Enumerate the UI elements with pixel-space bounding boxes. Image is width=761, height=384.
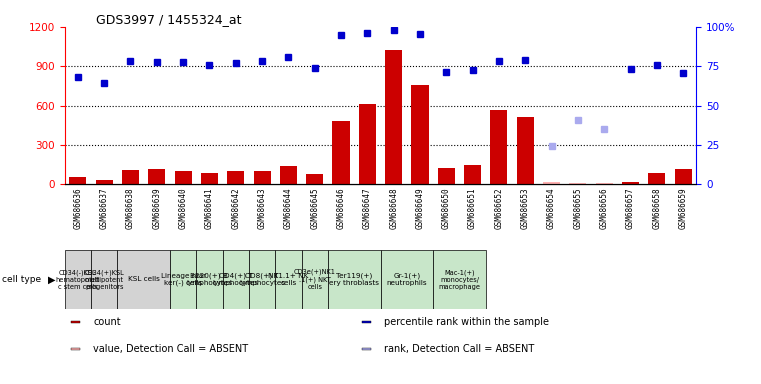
- Text: B220(+) B
lymphocytes: B220(+) B lymphocytes: [186, 273, 233, 286]
- Bar: [122, 170, 139, 184]
- Bar: [65, 250, 91, 309]
- Bar: [361, 321, 371, 323]
- Bar: [96, 180, 113, 184]
- Text: CD3e(+)NK1
.1(+) NKT
cells: CD3e(+)NK1 .1(+) NKT cells: [294, 269, 336, 290]
- Text: ▶: ▶: [48, 274, 56, 285]
- Text: GSM686652: GSM686652: [495, 188, 504, 229]
- Bar: [69, 177, 87, 184]
- Bar: [223, 250, 249, 309]
- Text: CD4(+) T
lymphocytes: CD4(+) T lymphocytes: [212, 273, 259, 286]
- Text: GSM686657: GSM686657: [626, 188, 635, 229]
- Bar: [361, 348, 371, 350]
- Bar: [358, 104, 376, 184]
- Text: Ter119(+)
ery throblasts: Ter119(+) ery throblasts: [330, 273, 379, 286]
- Bar: [648, 172, 665, 184]
- Text: Mac-1(+)
monocytes/
macrophage: Mac-1(+) monocytes/ macrophage: [438, 269, 480, 290]
- Text: GSM686643: GSM686643: [257, 188, 266, 229]
- Bar: [306, 174, 323, 184]
- Bar: [412, 84, 428, 184]
- Bar: [569, 183, 587, 184]
- Text: value, Detection Call = ABSENT: value, Detection Call = ABSENT: [93, 344, 248, 354]
- Bar: [170, 250, 196, 309]
- Bar: [433, 250, 486, 309]
- Bar: [174, 170, 192, 184]
- Text: Gr-1(+)
neutrophils: Gr-1(+) neutrophils: [387, 273, 427, 286]
- Bar: [490, 109, 508, 184]
- Bar: [622, 182, 639, 184]
- Bar: [117, 250, 170, 309]
- Text: GSM686654: GSM686654: [547, 188, 556, 229]
- Text: GSM686642: GSM686642: [231, 188, 240, 229]
- Text: NK1.1+ NK
cells: NK1.1+ NK cells: [268, 273, 308, 286]
- Bar: [333, 121, 349, 184]
- Bar: [91, 250, 117, 309]
- Text: GSM686659: GSM686659: [679, 188, 688, 229]
- Text: GSM686653: GSM686653: [521, 188, 530, 229]
- Bar: [385, 50, 403, 184]
- Text: GSM686638: GSM686638: [126, 188, 135, 229]
- Text: GSM686655: GSM686655: [573, 188, 582, 229]
- Text: GSM686651: GSM686651: [468, 188, 477, 229]
- Bar: [543, 182, 560, 184]
- Text: GSM686640: GSM686640: [179, 188, 188, 229]
- Text: GSM686639: GSM686639: [152, 188, 161, 229]
- Bar: [249, 250, 275, 309]
- Bar: [674, 169, 692, 184]
- Bar: [596, 183, 613, 184]
- Text: GSM686641: GSM686641: [205, 188, 214, 229]
- Bar: [71, 348, 80, 350]
- Text: CD8(+) T
lymphocytes: CD8(+) T lymphocytes: [239, 273, 285, 286]
- Bar: [328, 250, 380, 309]
- Bar: [464, 165, 481, 184]
- Bar: [380, 250, 433, 309]
- Text: GSM686649: GSM686649: [416, 188, 425, 229]
- Bar: [517, 118, 533, 184]
- Bar: [228, 171, 244, 184]
- Text: GSM686650: GSM686650: [442, 188, 451, 229]
- Bar: [280, 166, 297, 184]
- Bar: [301, 250, 328, 309]
- Text: GSM686656: GSM686656: [600, 188, 609, 229]
- Text: GSM686637: GSM686637: [100, 188, 109, 229]
- Text: rank, Detection Call = ABSENT: rank, Detection Call = ABSENT: [384, 344, 534, 354]
- Bar: [148, 169, 165, 184]
- Text: GSM686644: GSM686644: [284, 188, 293, 229]
- Text: CD34(+)KSL
multipotent
progenitors: CD34(+)KSL multipotent progenitors: [84, 269, 125, 290]
- Text: GSM686636: GSM686636: [73, 188, 82, 229]
- Bar: [438, 168, 455, 184]
- Text: percentile rank within the sample: percentile rank within the sample: [384, 317, 549, 327]
- Bar: [201, 172, 218, 184]
- Text: CD34(-)KSL
hematopoieti
c stem cells: CD34(-)KSL hematopoieti c stem cells: [56, 269, 100, 290]
- Text: cell type: cell type: [2, 275, 41, 284]
- Text: GSM686647: GSM686647: [363, 188, 372, 229]
- Text: GSM686658: GSM686658: [652, 188, 661, 229]
- Text: GSM686648: GSM686648: [389, 188, 398, 229]
- Text: Lineage mar
ker(-) cells: Lineage mar ker(-) cells: [161, 273, 205, 286]
- Bar: [253, 170, 271, 184]
- Text: GSM686646: GSM686646: [336, 188, 345, 229]
- Text: GDS3997 / 1455324_at: GDS3997 / 1455324_at: [96, 13, 242, 26]
- Text: KSL cells: KSL cells: [128, 276, 160, 282]
- Bar: [71, 321, 80, 323]
- Text: GSM686645: GSM686645: [310, 188, 319, 229]
- Bar: [275, 250, 301, 309]
- Bar: [196, 250, 222, 309]
- Text: count: count: [93, 317, 121, 327]
